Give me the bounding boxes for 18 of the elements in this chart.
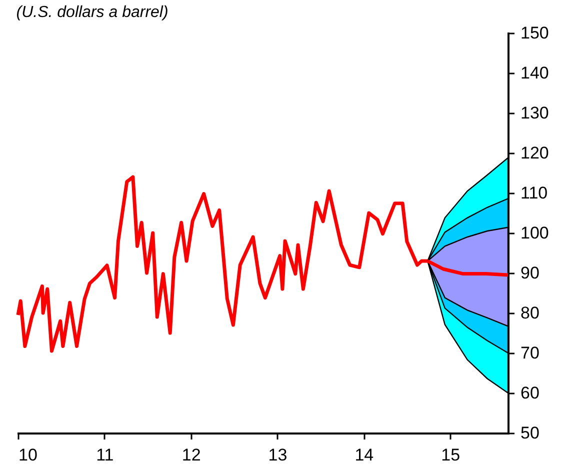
y-tick-label: 150: [520, 24, 549, 42]
x-tick-label: 10: [18, 446, 38, 464]
chart-title: (U.S. dollars a barrel): [16, 4, 168, 21]
y-tick-label: 80: [520, 304, 540, 322]
y-tick-label: 100: [520, 224, 549, 242]
x-tick-label: 12: [182, 446, 201, 464]
y-tick-label: 140: [520, 64, 549, 82]
x-tick-label: 15: [441, 446, 460, 464]
y-tick-label: 120: [520, 144, 549, 162]
y-tick-label: 70: [520, 344, 540, 362]
x-tick-label: 13: [268, 446, 288, 464]
y-tick-label: 130: [520, 104, 549, 122]
y-tick-label: 110: [520, 184, 548, 202]
y-tick-label: 50: [520, 424, 540, 442]
y-tick-label: 90: [520, 264, 540, 282]
x-tick-label: 14: [354, 446, 374, 464]
x-tick-label: 11: [96, 446, 114, 464]
y-tick-label: 60: [520, 384, 540, 402]
